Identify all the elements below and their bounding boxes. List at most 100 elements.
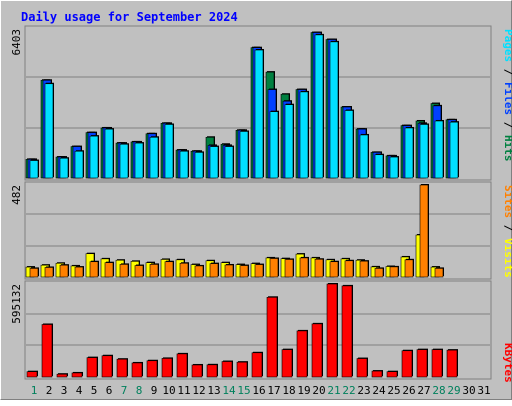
sites-bar-day-20	[314, 258, 324, 278]
pages-bar-day-7	[119, 143, 129, 179]
kbytes-bar-day-8	[131, 362, 143, 378]
panel2-ymax-label: 482	[10, 185, 23, 205]
panel2-gridlines	[26, 213, 490, 247]
x-tick-label-day-5: 5	[91, 384, 98, 397]
kbytes-bar-day-12	[191, 364, 203, 378]
sites-bar-day-18	[284, 259, 294, 278]
sites-bar-day-6	[104, 262, 114, 278]
x-tick-label-day-24: 24	[372, 384, 386, 397]
kbytes-bar-day-2	[41, 324, 53, 378]
kbytes-bar-day-26	[401, 350, 413, 378]
sites-bar-day-23	[359, 260, 369, 278]
pages-bar-day-2	[44, 83, 54, 179]
kbytes-bar-day-17	[266, 297, 278, 378]
panel1-ymax-label: 6403	[10, 29, 23, 56]
x-tick-label-day-8: 8	[136, 384, 143, 397]
x-tick-label-day-14: 14	[222, 384, 236, 397]
x-tick-label-day-11: 11	[177, 384, 190, 397]
sites-bar-day-1	[29, 268, 39, 278]
pages-bar-day-5	[89, 135, 99, 179]
pages-bar-day-1	[29, 160, 39, 179]
x-tick-label-day-1: 1	[31, 384, 38, 397]
sites-bar-day-19	[299, 257, 309, 278]
panel2-legend: Sites / Visits	[502, 185, 512, 278]
kbytes-bar-day-5	[86, 357, 98, 378]
sites-bar-day-2	[44, 267, 54, 278]
x-tick-label-day-26: 26	[402, 384, 415, 397]
x-tick-label-day-25: 25	[387, 384, 400, 397]
legend-sites: Sites	[502, 185, 512, 218]
sites-bar-day-27	[419, 184, 429, 278]
x-tick-label-day-23: 23	[357, 384, 370, 397]
pages-bar-day-12	[194, 152, 204, 179]
x-tick-label-day-12: 12	[192, 384, 205, 397]
panel2-bars	[25, 184, 444, 278]
kbytes-bar-day-9	[146, 360, 158, 378]
x-tick-label-day-30: 30	[462, 384, 475, 397]
pages-bar-day-21	[329, 41, 339, 179]
sites-bar-day-15	[239, 265, 249, 278]
sites-bar-day-22	[344, 260, 354, 278]
kbytes-bar-day-6	[101, 355, 113, 378]
pages-bar-day-11	[179, 150, 189, 179]
pages-bar-day-16	[254, 49, 264, 179]
sites-bar-day-16	[254, 264, 264, 278]
pages-bar-day-27	[419, 124, 429, 179]
pages-bar-day-22	[344, 110, 354, 179]
sites-bar-day-10	[164, 261, 174, 278]
panel-kbytes: 595132 KBytes	[10, 280, 512, 383]
sites-bar-day-5	[89, 261, 99, 278]
x-tick-label-day-3: 3	[61, 384, 68, 397]
x-tick-label-day-27: 27	[417, 384, 430, 397]
x-tick-label-day-9: 9	[151, 384, 158, 397]
kbytes-bar-day-27	[416, 349, 428, 378]
x-tick-label-day-19: 19	[297, 384, 310, 397]
kbytes-bar-day-18	[281, 349, 293, 378]
pages-bar-day-18	[284, 104, 294, 179]
sites-bar-day-12	[194, 265, 204, 278]
sites-bar-day-11	[179, 262, 189, 278]
x-tick-label-day-6: 6	[106, 384, 113, 397]
pages-bar-day-8	[134, 142, 144, 179]
kbytes-bar-day-11	[176, 353, 188, 378]
pages-bar-day-10	[164, 124, 174, 179]
x-tick-label-day-21: 21	[327, 384, 340, 397]
pages-bar-day-26	[404, 127, 414, 179]
panel3-legend: KBytes	[502, 343, 512, 383]
sites-bar-day-7	[119, 264, 129, 278]
legend-files: Files	[502, 82, 512, 115]
sites-bar-day-21	[329, 261, 339, 278]
panel3-bars	[26, 283, 458, 378]
panel1-legend: Pages / Files / Hits	[502, 29, 512, 162]
x-tick-label-day-13: 13	[207, 384, 220, 397]
kbytes-bar-day-1	[26, 371, 38, 378]
kbytes-bar-day-28	[431, 349, 443, 378]
x-axis-day-labels: 1 2 3 4 5 6 7 8 9 10 11 12 13 14 15 16 17 18 19 20 21 22 23 24 2…	[31, 384, 491, 397]
x-tick-label-day-28: 28	[432, 384, 445, 397]
kbytes-bar-day-20	[311, 323, 323, 378]
kbytes-bar-day-23	[356, 358, 368, 378]
pages-bar-day-15	[239, 131, 249, 179]
legend-sep3: /	[502, 218, 512, 238]
sites-bar-day-17	[269, 258, 279, 278]
kbytes-bar-day-4	[71, 372, 83, 378]
pages-bar-day-20	[314, 34, 324, 179]
legend-pages: Pages	[502, 29, 512, 62]
panel3-gridlines	[26, 313, 490, 346]
kbytes-bar-day-15	[236, 361, 248, 378]
legend-hits: Hits	[502, 135, 512, 162]
sites-bar-day-13	[209, 263, 219, 278]
kbytes-bar-day-25	[386, 371, 398, 378]
x-tick-label-day-31: 31	[477, 384, 490, 397]
pages-bar-day-29	[449, 121, 459, 179]
kbytes-bar-day-29	[446, 349, 458, 378]
sites-bar-day-4	[74, 266, 84, 278]
x-tick-label-day-18: 18	[282, 384, 295, 397]
x-tick-label-day-15: 15	[237, 384, 250, 397]
pages-bar-day-25	[389, 156, 399, 179]
sites-bar-day-3	[59, 264, 69, 278]
pages-bar-day-17	[269, 111, 279, 179]
x-tick-label-day-29: 29	[447, 384, 460, 397]
kbytes-bar-day-13	[206, 364, 218, 378]
